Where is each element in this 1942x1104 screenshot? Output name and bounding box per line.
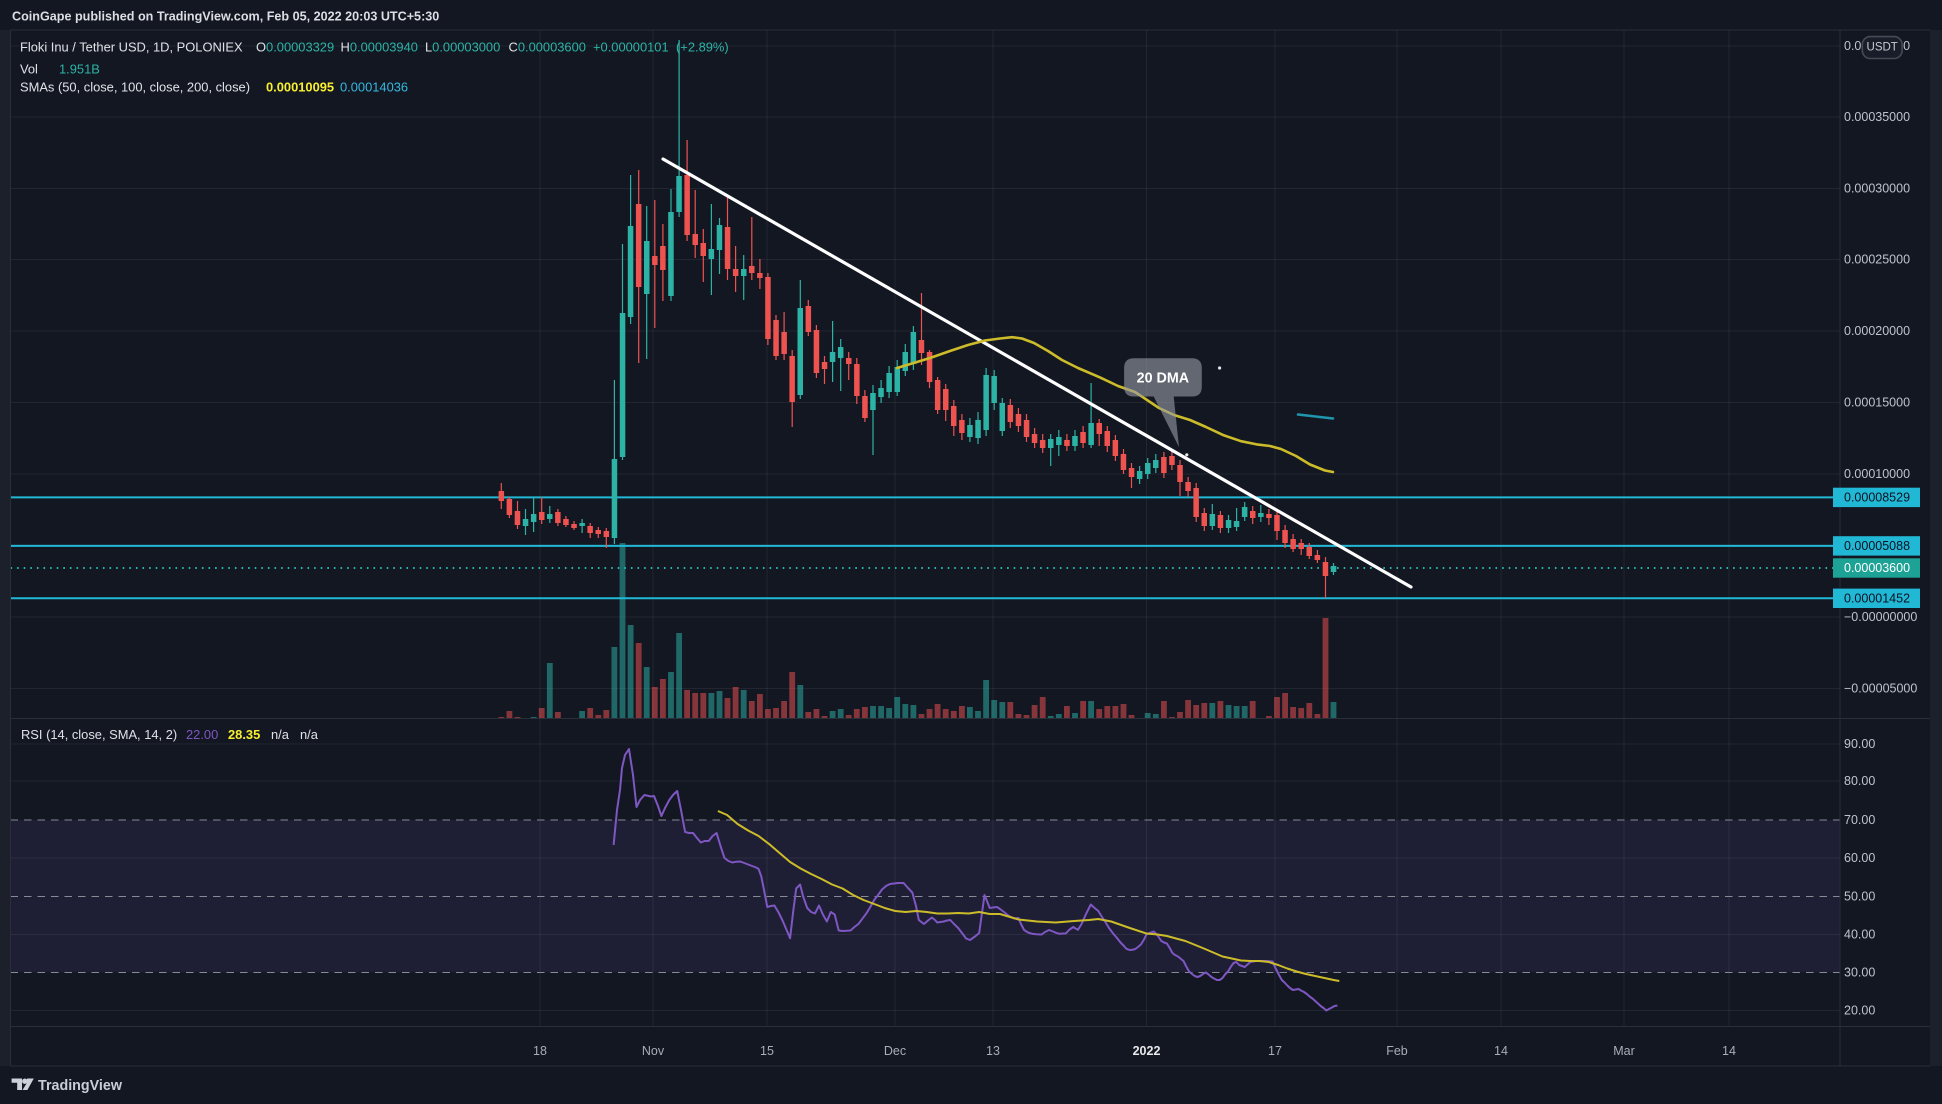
svg-text:0.00010095: 0.00010095 [266,80,334,95]
svg-text:70.00: 70.00 [1844,813,1875,827]
svg-text:−0.00000000: −0.00000000 [1844,610,1917,624]
svg-text:RSI (14, close, SMA, 14, 2): RSI (14, close, SMA, 14, 2) [21,727,177,742]
svg-text:1.951B: 1.951B [59,62,100,77]
svg-text:0.00015000: 0.00015000 [1844,396,1910,410]
svg-text:50.00: 50.00 [1844,890,1875,904]
svg-text:80.00: 80.00 [1844,774,1875,788]
svg-text:−0.00005000: −0.00005000 [1844,682,1917,696]
svg-text:O0.00003329: O0.00003329 [256,40,334,55]
svg-text:Feb: Feb [1386,1044,1408,1058]
svg-text:TradingView: TradingView [38,1078,123,1094]
svg-text:18: 18 [533,1044,547,1058]
svg-text:17: 17 [1268,1044,1282,1058]
svg-text:0.00025000: 0.00025000 [1844,253,1910,267]
svg-text:0.00003600: 0.00003600 [1844,561,1910,575]
svg-text:Nov: Nov [642,1044,665,1058]
svg-text:14: 14 [1494,1044,1508,1058]
svg-text:0.00035000: 0.00035000 [1844,110,1910,124]
svg-text:C0.00003600: C0.00003600 [509,40,586,55]
svg-text:2022: 2022 [1133,1044,1161,1058]
svg-text:28.35: 28.35 [228,727,260,742]
svg-text:0.00008529: 0.00008529 [1844,491,1910,505]
svg-text:0.00010000: 0.00010000 [1844,467,1910,481]
svg-text:20.00: 20.00 [1844,1004,1875,1018]
svg-text:(+2.89%): (+2.89%) [676,40,729,55]
svg-text:90.00: 90.00 [1844,737,1875,751]
svg-text:15: 15 [760,1044,774,1058]
svg-text:Mar: Mar [1613,1044,1635,1058]
svg-text:60.00: 60.00 [1844,851,1875,865]
svg-text:20 DMA: 20 DMA [1137,371,1189,387]
svg-text:22.00: 22.00 [186,727,218,742]
svg-text:n/a: n/a [300,727,319,742]
svg-text:0.00001452: 0.00001452 [1844,592,1910,606]
svg-text:CoinGape published on TradingV: CoinGape published on TradingView.com, F… [12,10,439,24]
svg-text:n/a: n/a [271,727,290,742]
svg-text:14: 14 [1722,1044,1736,1058]
svg-text:Dec: Dec [884,1044,906,1058]
svg-text:H0.00003940: H0.00003940 [341,40,418,55]
svg-text:L0.00003000: L0.00003000 [425,40,500,55]
svg-text:0.00014036: 0.00014036 [340,80,408,95]
svg-text:30.00: 30.00 [1844,966,1875,980]
svg-text:USDT: USDT [1867,41,1898,53]
svg-text:0.00005088: 0.00005088 [1844,539,1910,553]
svg-text:+0.00000101: +0.00000101 [593,40,669,55]
svg-text:40.00: 40.00 [1844,928,1875,942]
svg-text:13: 13 [986,1044,1000,1058]
svg-text:SMAs (50, close, 100, close, 2: SMAs (50, close, 100, close, 200, close) [20,80,250,95]
svg-text:0.00020000: 0.00020000 [1844,324,1910,338]
svg-text:Vol: Vol [20,62,38,77]
svg-text:Floki Inu / Tether USD, 1D, PO: Floki Inu / Tether USD, 1D, POLONIEX [20,40,243,55]
svg-text:0.00030000: 0.00030000 [1844,182,1910,196]
